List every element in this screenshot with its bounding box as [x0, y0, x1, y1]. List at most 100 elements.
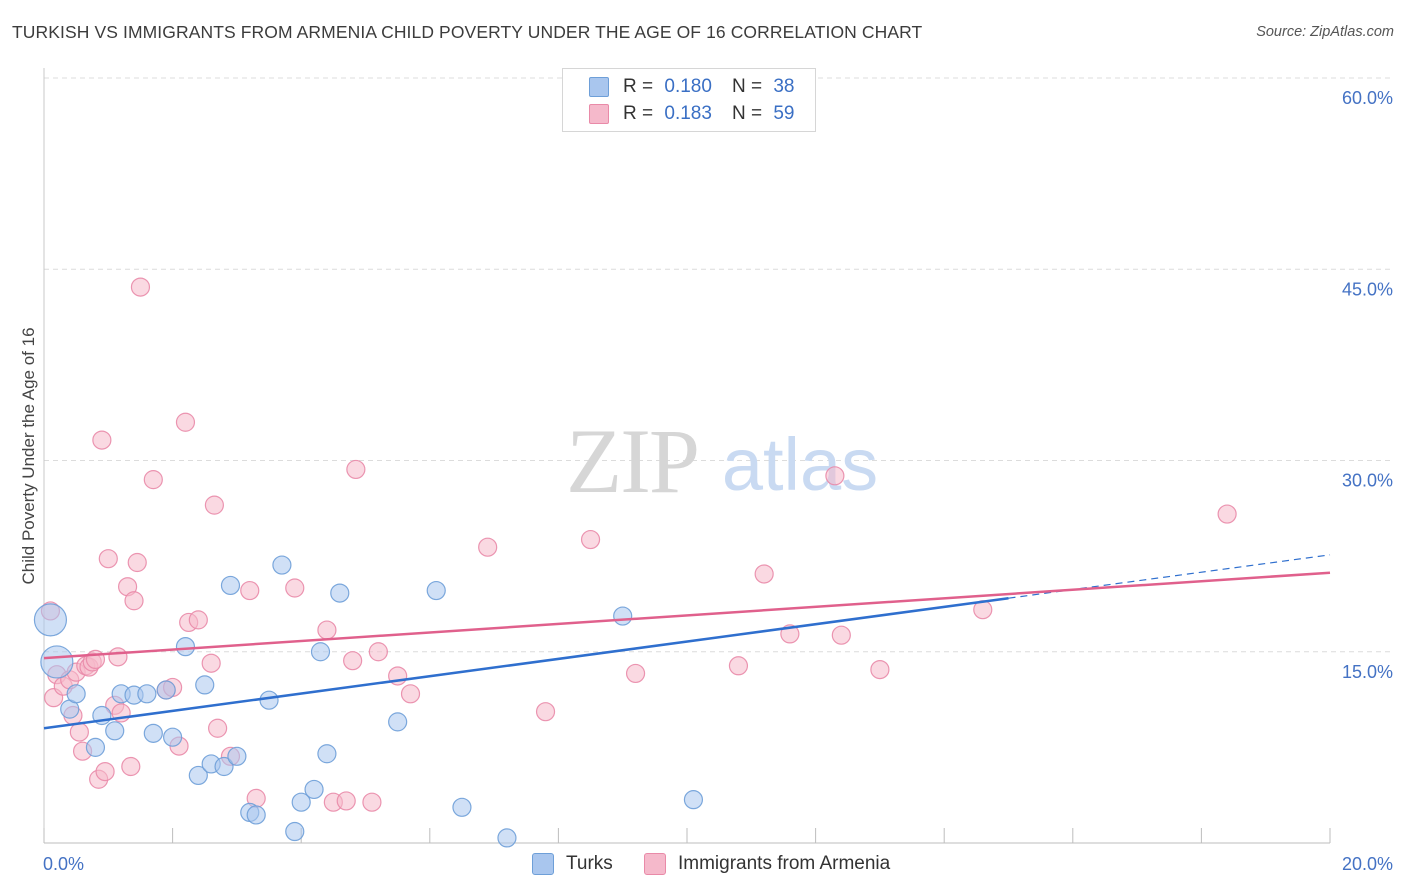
- point-armenia: [208, 718, 228, 738]
- chart-title: TURKISH VS IMMIGRANTS FROM ARMENIA CHILD…: [12, 22, 923, 42]
- point-armenia: [130, 277, 151, 297]
- point-armenia: [343, 651, 363, 671]
- series-legend: Turks Immigrants from Armenia: [0, 850, 1406, 878]
- point-turks: [426, 580, 446, 601]
- point-turks: [497, 828, 517, 848]
- point-turks: [143, 723, 163, 743]
- legend-n-label: N =: [731, 76, 763, 97]
- y-tick-label: 30.0%: [1342, 471, 1393, 491]
- point-turks: [613, 606, 633, 626]
- point-armenia: [535, 702, 556, 722]
- legend-r-label: R =: [623, 76, 654, 97]
- point-turks: [317, 744, 337, 764]
- series-legend-armenia[interactable]: Immigrants from Armenia: [644, 850, 890, 878]
- point-turks: [388, 712, 408, 732]
- point-turks: [227, 746, 247, 766]
- y-tick-label: 15.0%: [1342, 662, 1393, 682]
- tick-labels: 15.0% 30.0% 45.0% 60.0% 0.0% 20.0%: [43, 88, 1393, 874]
- point-armenia: [240, 580, 260, 601]
- series-label-turks: Turks: [566, 853, 613, 874]
- point-armenia: [98, 549, 118, 569]
- point-armenia: [368, 642, 388, 662]
- point-armenia: [580, 529, 601, 550]
- point-turks: [291, 792, 311, 812]
- point-turks: [40, 645, 74, 679]
- point-turks: [220, 575, 241, 596]
- legend-n-value: 59: [773, 103, 795, 124]
- x-tick-label: 0.0%: [43, 854, 84, 874]
- point-turks: [33, 603, 68, 637]
- point-armenia: [1217, 504, 1237, 524]
- point-turks: [66, 684, 86, 704]
- x-tick-label: 20.0%: [1342, 854, 1393, 874]
- point-turks: [285, 821, 305, 842]
- legend-row-turks: R = 0.180 N = 38: [589, 74, 794, 100]
- point-turks: [683, 790, 704, 810]
- point-turks: [105, 721, 125, 741]
- legend-swatch-turks: [589, 77, 609, 97]
- point-turks: [85, 737, 106, 757]
- legend-r-value: 0.180: [664, 76, 712, 97]
- watermark-zip: ZIP: [566, 410, 698, 512]
- point-turks: [156, 680, 176, 700]
- point-turks: [452, 797, 472, 817]
- point-armenia: [400, 684, 421, 704]
- point-armenia: [188, 610, 208, 630]
- point-armenia: [127, 552, 147, 573]
- y-tick-label: 45.0%: [1342, 279, 1393, 299]
- series-legend-turks[interactable]: Turks: [532, 850, 613, 878]
- point-armenia: [346, 459, 366, 480]
- point-armenia: [95, 761, 115, 782]
- watermark: ZIP atlas: [566, 410, 878, 512]
- watermark-atlas: atlas: [722, 423, 878, 506]
- point-armenia: [825, 466, 845, 486]
- point-turks: [163, 727, 183, 747]
- legend-r-label: R =: [623, 103, 654, 124]
- data-points: [33, 106, 1237, 848]
- series-swatch-turks: [532, 853, 554, 875]
- point-armenia: [478, 537, 498, 557]
- axes: [43, 68, 1331, 844]
- trend-line-armenia: [43, 571, 1331, 660]
- legend-r-value: 0.183: [664, 103, 712, 124]
- point-armenia: [108, 647, 128, 667]
- point-armenia: [124, 591, 144, 611]
- series-swatch-armenia: [644, 853, 666, 875]
- legend-row-armenia: R = 0.183 N = 59: [589, 101, 794, 127]
- gridlines: [44, 77, 1394, 653]
- point-turks: [304, 779, 324, 800]
- point-turks: [246, 805, 266, 825]
- legend-n-label: N =: [731, 103, 763, 124]
- point-turks: [214, 756, 234, 777]
- point-turks: [175, 637, 196, 657]
- y-tick-label: 60.0%: [1342, 88, 1393, 108]
- chart-source: Source: ZipAtlas.com: [1256, 24, 1394, 40]
- point-armenia: [204, 495, 224, 515]
- point-armenia: [143, 470, 163, 490]
- point-turks: [188, 765, 208, 786]
- point-armenia: [121, 756, 141, 777]
- legend-swatch-armenia: [589, 104, 609, 124]
- trend-line-turks: [43, 596, 1009, 730]
- point-turks: [310, 642, 331, 662]
- trend-lines: [43, 554, 1331, 730]
- series-label-armenia: Immigrants from Armenia: [678, 853, 891, 874]
- point-armenia: [831, 625, 851, 645]
- point-armenia: [69, 722, 89, 742]
- point-armenia: [175, 412, 196, 432]
- correlation-legend: R = 0.180 N = 38 R = 0.183 N = 59: [562, 68, 816, 132]
- legend-n-value: 38: [773, 76, 795, 97]
- point-armenia: [317, 620, 337, 640]
- point-turks: [195, 675, 215, 695]
- point-armenia: [870, 659, 890, 680]
- point-armenia: [728, 656, 749, 676]
- point-turks: [330, 583, 350, 603]
- point-armenia: [625, 663, 646, 684]
- point-armenia: [362, 792, 382, 812]
- point-turks: [272, 555, 292, 575]
- point-armenia: [336, 791, 356, 811]
- y-axis-label: Child Poverty Under the Age of 16: [19, 327, 38, 584]
- point-armenia: [285, 578, 305, 598]
- point-armenia: [201, 653, 221, 673]
